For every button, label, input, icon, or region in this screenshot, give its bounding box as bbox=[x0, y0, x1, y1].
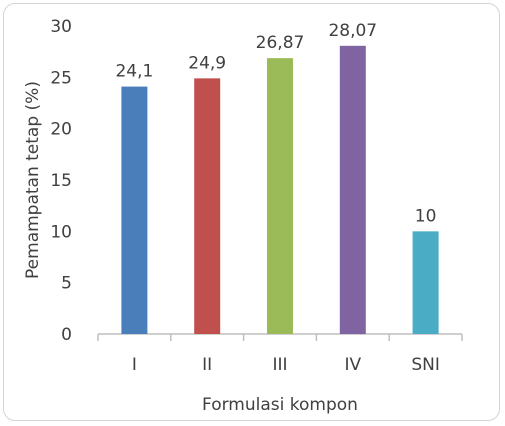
y-tick-label: 5 bbox=[61, 274, 72, 294]
x-axis-title: Formulasi kompon bbox=[202, 395, 358, 415]
x-tick-label: I bbox=[132, 355, 137, 375]
x-tick-label: IV bbox=[344, 355, 361, 375]
bar-iv bbox=[339, 45, 366, 334]
x-tick-label: II bbox=[202, 355, 212, 375]
bar-iii bbox=[267, 58, 293, 334]
data-label-i: 24,1 bbox=[115, 62, 153, 82]
y-tick-label: 0 bbox=[61, 325, 72, 345]
x-axis-tickmarks bbox=[97, 334, 463, 341]
y-tick-label: 15 bbox=[50, 171, 72, 191]
x-axis-ticks: I II III IV SNI bbox=[132, 355, 440, 375]
y-tick-label: 10 bbox=[50, 222, 72, 242]
x-tick-label: III bbox=[272, 355, 287, 375]
data-label-iii: 26,87 bbox=[256, 33, 305, 53]
data-label-iv: 28,07 bbox=[328, 21, 377, 41]
y-tick-label: 20 bbox=[50, 120, 72, 140]
chart-frame bbox=[3, 3, 500, 421]
data-labels: 24,1 24,9 26,87 28,07 10 bbox=[115, 21, 436, 227]
y-tick-label: 30 bbox=[50, 17, 72, 37]
data-label-sni: 10 bbox=[415, 206, 437, 226]
bars bbox=[121, 45, 439, 334]
data-label-ii: 24,9 bbox=[188, 53, 226, 73]
x-tick-label: SNI bbox=[411, 355, 440, 375]
y-axis-ticks: 0 5 10 15 20 25 30 bbox=[50, 17, 72, 345]
bar-i bbox=[121, 86, 148, 334]
bar-sni bbox=[412, 231, 439, 334]
y-axis-title: Pemampatan tetap (%) bbox=[23, 81, 43, 279]
y-tick-label: 25 bbox=[50, 68, 72, 88]
bar-ii bbox=[194, 78, 221, 334]
